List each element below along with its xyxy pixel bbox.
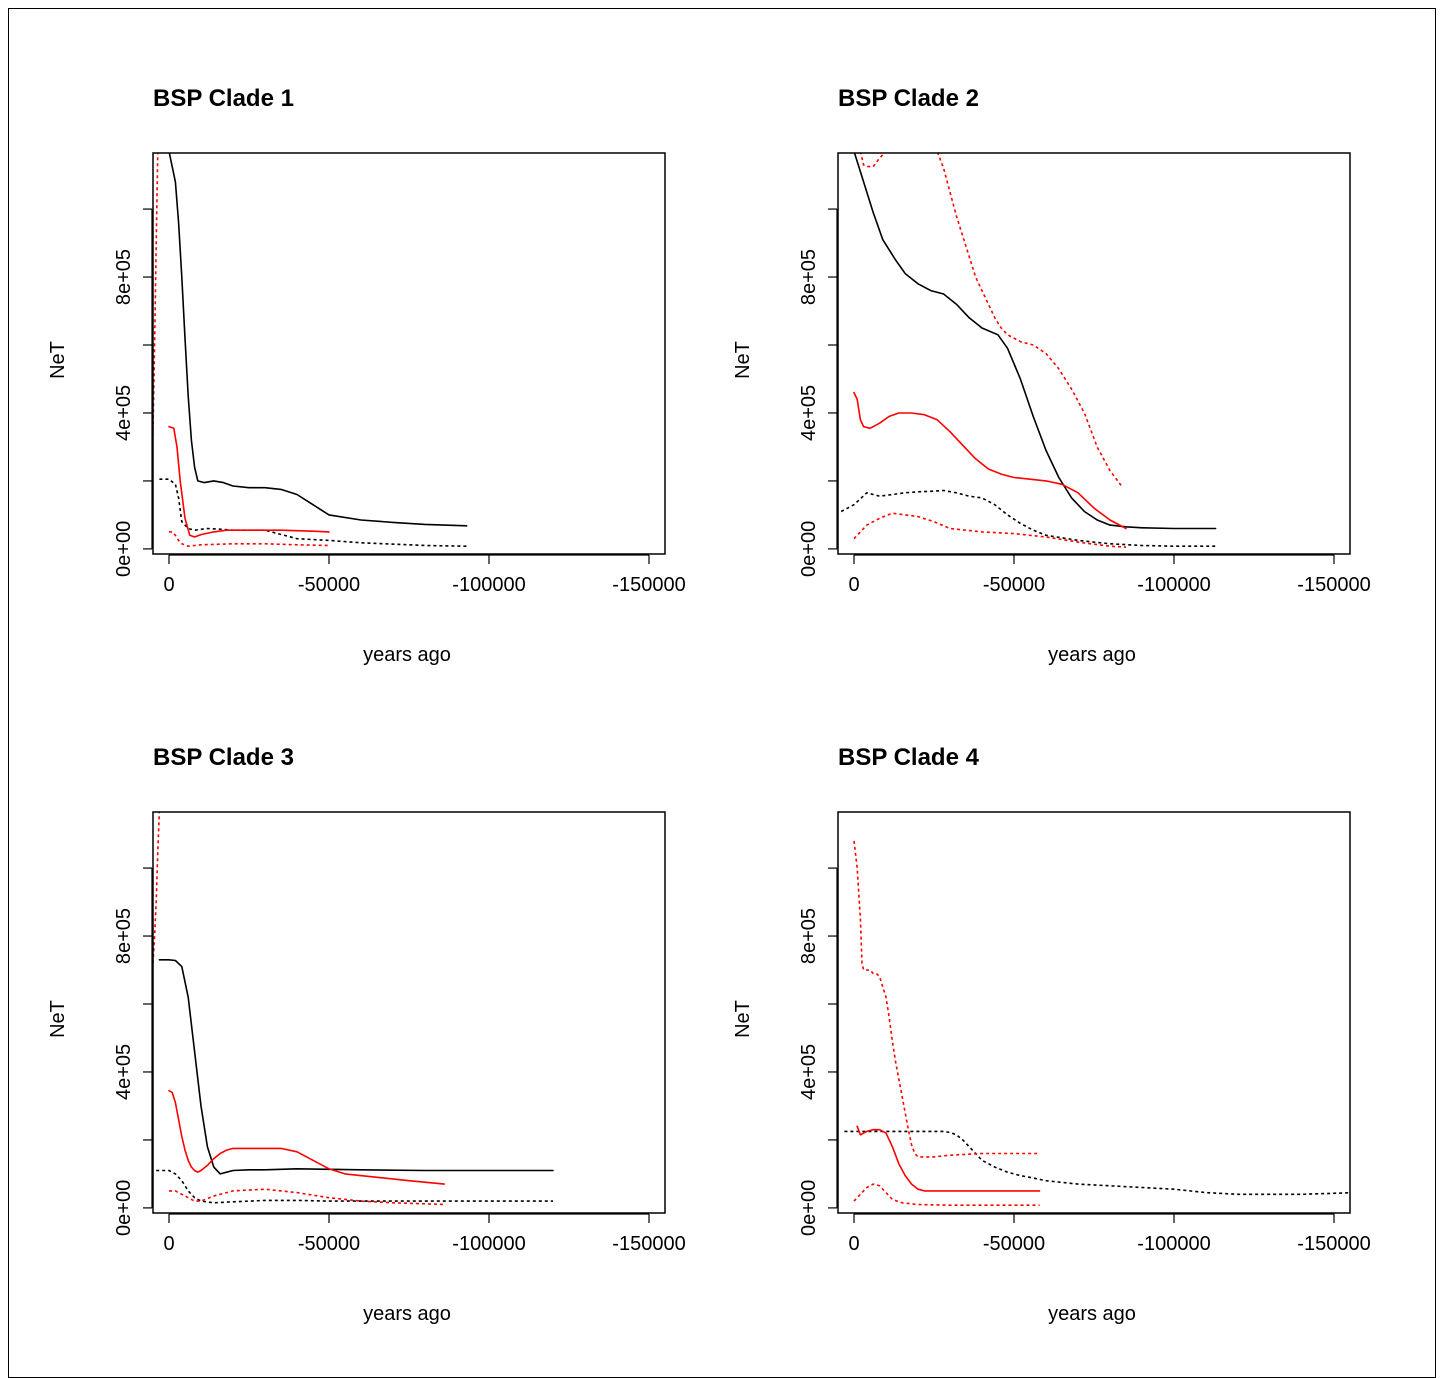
y-axis: 0e+00 4e+05 8e+05 — [113, 867, 153, 1236]
x-axis: 0 -50000 -100000 -150000 — [848, 1213, 1371, 1255]
x-axis-label: years ago — [363, 644, 451, 666]
y-tick-label: 4e+05 — [113, 385, 135, 441]
x-tick-label: 0 — [848, 1233, 859, 1255]
hpd-bound-line-5 — [859, 153, 1124, 489]
y-tick-label: 8e+05 — [113, 249, 135, 305]
chart-title: BSP Clade 3 — [153, 744, 294, 771]
hpd-bound-line-3 — [159, 478, 467, 547]
series-group — [153, 153, 468, 548]
x-tick-label: -50000 — [298, 574, 360, 596]
series-group — [153, 812, 554, 1206]
x-tick-label: 0 — [848, 574, 859, 596]
median-line-4 — [168, 425, 330, 538]
plot-box — [837, 152, 1351, 555]
hpd-bound-line-6 — [169, 1188, 445, 1206]
y-tick-label: 8e+05 — [798, 908, 820, 964]
y-tick-label: 0e+00 — [798, 521, 820, 577]
chart-panel-3: 0 -50000 -100000 -150000 0e+00 4e+05 8e+05 BSP … — [47, 744, 686, 1325]
x-tick-label: -50000 — [298, 1233, 360, 1255]
x-tick-label: -100000 — [452, 574, 525, 596]
median-line-1 — [352, 810, 726, 1132]
median-line-4 — [853, 391, 1127, 530]
chart-title: BSP Clade 1 — [153, 85, 294, 112]
hpd-bound-line-6 — [169, 531, 330, 548]
y-axis: 0e+00 4e+05 8e+05 — [798, 208, 838, 577]
x-tick-label: -100000 — [1137, 574, 1210, 596]
series-group — [352, 810, 1350, 1206]
y-tick-label: 4e+05 — [798, 385, 820, 441]
x-tick-label: -50000 — [983, 1233, 1045, 1255]
hpd-bound-line-5 — [153, 812, 161, 976]
y-tick-label: 8e+05 — [113, 908, 135, 964]
x-tick-label: 0 — [163, 574, 174, 596]
y-axis: 0e+00 4e+05 8e+05 — [798, 867, 838, 1236]
chart-title: BSP Clade 2 — [838, 85, 979, 112]
hpd-bound-line-5 — [853, 840, 1040, 1158]
x-axis-label: years ago — [363, 1303, 451, 1325]
plot-box — [837, 811, 1351, 1214]
y-axis: 0e+00 4e+05 8e+05 — [113, 208, 153, 577]
plot-box — [152, 152, 666, 555]
x-axis: 0 -50000 -100000 -150000 — [848, 554, 1371, 596]
hpd-bound-line-5 — [153, 153, 159, 451]
x-axis: 0 -50000 -100000 -150000 — [163, 1213, 686, 1255]
median-line-4 — [168, 1089, 446, 1185]
hpd-bound-line-6 — [853, 512, 1127, 548]
chart-panel-2: 0 -50000 -100000 -150000 0e+00 4e+05 8e+05 BSP … — [492, 85, 1371, 666]
series-group — [492, 151, 1217, 548]
median-line-4 — [856, 1125, 1041, 1192]
median-line-1 — [168, 153, 468, 527]
x-axis: 0 -50000 -100000 -150000 — [163, 554, 686, 596]
median-line-1 — [158, 958, 554, 1175]
x-tick-label: -150000 — [1297, 574, 1370, 596]
y-tick-label: 8e+05 — [798, 249, 820, 305]
x-tick-label: -150000 — [612, 574, 685, 596]
y-tick-label: 0e+00 — [798, 1180, 820, 1236]
y-tick-label: 4e+05 — [113, 1044, 135, 1100]
x-tick-label: -150000 — [612, 1233, 685, 1255]
y-tick-label: 0e+00 — [113, 1180, 135, 1236]
y-axis-label: NeT — [47, 341, 69, 379]
x-axis-label: years ago — [1048, 1303, 1136, 1325]
x-tick-label: -50000 — [983, 574, 1045, 596]
x-tick-label: -100000 — [452, 1233, 525, 1255]
y-axis-label: NeT — [732, 341, 754, 379]
chart-panel-1: 0 -50000 -100000 -150000 0e+00 4e+05 8e+05 BSP … — [47, 85, 686, 666]
x-axis-label: years ago — [1048, 644, 1136, 666]
hpd-bound-line-6 — [853, 1183, 1040, 1206]
x-tick-label: 0 — [163, 1233, 174, 1255]
y-axis-label: NeT — [732, 1000, 754, 1038]
y-axis-label: NeT — [47, 1000, 69, 1038]
median-line-1 — [853, 153, 1217, 530]
chart-title: BSP Clade 4 — [838, 744, 980, 771]
y-tick-label: 0e+00 — [113, 521, 135, 577]
figure-frame — [8, 8, 1436, 1378]
hpd-bound-line-2 — [352, 810, 589, 939]
chart-panel-4: 0 -50000 -100000 -150000 0e+00 4e+05 8e+05 BSP … — [352, 744, 1371, 1325]
hpd-bound-line-3 — [840, 489, 1216, 548]
y-tick-label: 4e+05 — [798, 1044, 820, 1100]
hpd-bound-line-3 — [156, 1169, 553, 1204]
plot-box — [152, 811, 666, 1214]
hpd-bound-line-3 — [844, 1130, 1350, 1196]
x-tick-label: -150000 — [1297, 1233, 1370, 1255]
hpd-bound-line-2 — [492, 151, 662, 472]
x-tick-label: -100000 — [1137, 1233, 1210, 1255]
